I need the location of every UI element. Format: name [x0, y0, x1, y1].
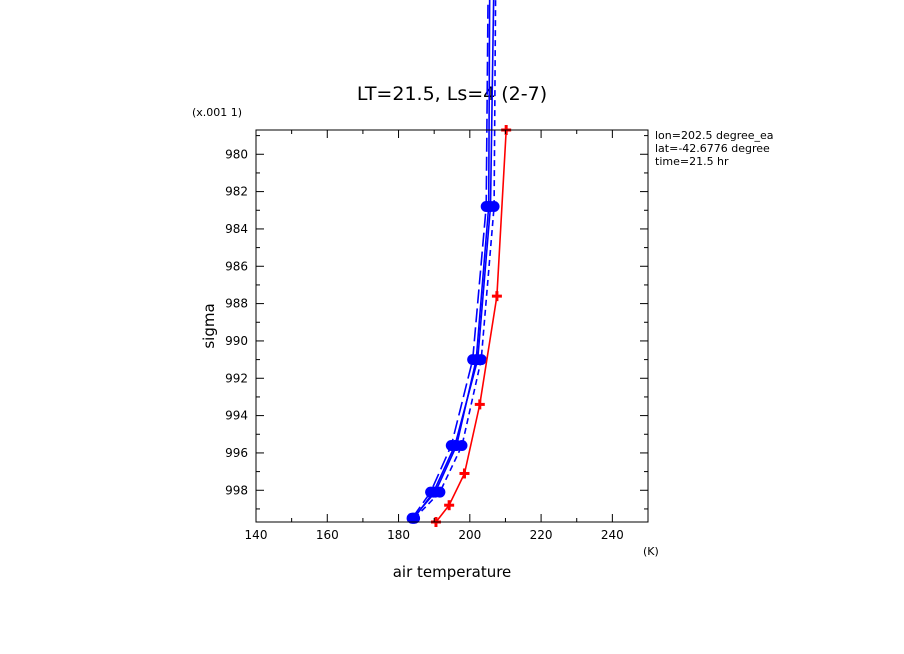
series-layer [406, 0, 512, 527]
series-line-3 [412, 0, 491, 519]
x-axis-label: air temperature [393, 563, 512, 581]
x-tick-label: 140 [245, 528, 268, 542]
data-point-marker [470, 354, 482, 366]
info-clip-mask [780, 128, 904, 173]
data-point-marker [444, 500, 455, 511]
data-point-marker [407, 512, 419, 524]
y-tick-label: 994 [225, 409, 248, 423]
x-tick-label: 180 [387, 528, 410, 542]
x-axis: 140 160 180 200 220 240 [245, 130, 624, 542]
x-tick-label: 160 [316, 528, 339, 542]
info-line-time: time=21.5 hr [655, 155, 729, 168]
x-tick-label: 200 [458, 528, 481, 542]
y-tick-label: 990 [225, 334, 248, 348]
y-scale-note: (x.001 1) [192, 106, 242, 119]
y-tick-label: 988 [225, 297, 248, 311]
x-tick-label: 240 [601, 528, 624, 542]
chart-title: LT=21.5, Ls=4 (2-7) [357, 83, 547, 105]
y-axis: 980 982 984 986 988 990 992 994 996 998 [225, 135, 648, 510]
data-point-marker [459, 468, 470, 479]
y-tick-label: 992 [225, 371, 248, 385]
info-line-lat: lat=-42.6776 degree [655, 142, 770, 155]
y-tick-label: 982 [225, 185, 248, 199]
data-point-marker [429, 486, 441, 498]
data-point-marker [451, 439, 463, 451]
y-axis-label: sigma [200, 303, 218, 348]
data-point-marker [483, 201, 495, 213]
data-point-marker [474, 399, 485, 410]
x-axis-unit: (K) [643, 545, 659, 558]
series-line-4 [435, 129, 507, 523]
plot-frame [255, 129, 649, 523]
x-tick-label: 220 [530, 528, 553, 542]
y-tick-label: 980 [225, 147, 248, 161]
y-tick-label: 986 [225, 259, 248, 273]
y-tick-label: 984 [225, 222, 248, 236]
info-line-lon: lon=202.5 degree_ea [655, 129, 774, 142]
y-tick-label: 998 [225, 483, 248, 497]
data-point-marker [491, 291, 502, 302]
y-tick-label: 996 [225, 446, 248, 460]
